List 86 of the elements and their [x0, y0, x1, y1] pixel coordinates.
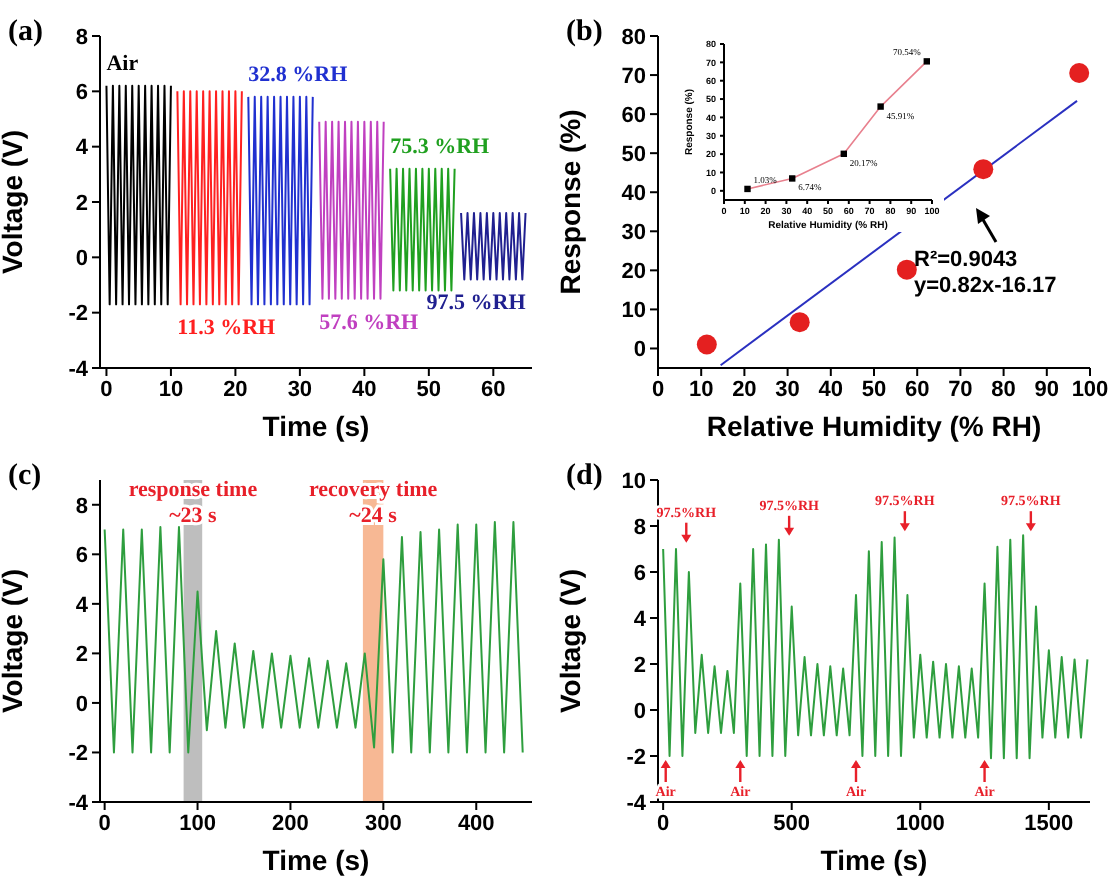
- y-tick-label: 2: [633, 653, 646, 678]
- y-tick-label: -2: [626, 745, 646, 770]
- x-tick-label: 500: [773, 811, 811, 836]
- x-tick-label: 20: [223, 377, 248, 402]
- series-label: 11.3 %RH: [177, 316, 277, 341]
- y-tick-label: 50: [621, 142, 646, 167]
- point: [877, 103, 884, 110]
- y-tick-label: 2: [75, 191, 88, 216]
- series-label: 75.3 %RH: [390, 134, 491, 159]
- y-tick-label: -2: [68, 302, 88, 327]
- y-tick-label: 0: [75, 692, 88, 717]
- y-tick-label: 6: [75, 81, 88, 106]
- x-tick-label: 0: [100, 377, 113, 402]
- x-tick-label: 50: [416, 377, 442, 402]
- x-tick-label: 0: [98, 811, 111, 836]
- x-tick-label: 0: [651, 377, 665, 402]
- y-tick-label: 8: [75, 25, 88, 50]
- point: [789, 312, 810, 333]
- x-tick-label: 20: [732, 377, 757, 402]
- series-label: 57.6 %RH: [319, 310, 420, 335]
- y-axis-title: Voltage (V): [0, 568, 28, 714]
- point: [696, 334, 717, 355]
- chart-title: (c): [8, 460, 42, 494]
- x-tick-label: 0: [657, 811, 670, 836]
- series-label: 97.5 %RH: [426, 291, 527, 316]
- chart-title: (b): [566, 16, 603, 50]
- annotation: y=0.82x-16.17: [914, 274, 1057, 298]
- x-tick-label: 10: [158, 377, 184, 402]
- y-tick-label: 80: [621, 25, 646, 50]
- point: [744, 185, 751, 193]
- point: [896, 259, 917, 280]
- x-tick-label: 90: [1034, 377, 1060, 402]
- chart-title: (d): [566, 460, 603, 494]
- x-tick-label: 40: [352, 377, 377, 402]
- x-tick-label: 80: [991, 377, 1016, 402]
- x-tick-label: 300: [365, 811, 402, 836]
- x-axis-title: Relative Humidity (% RH): [706, 410, 1042, 442]
- x-tick-label: 60: [481, 377, 506, 402]
- x-tick-label: 1500: [1024, 811, 1074, 836]
- y-tick-label: -2: [68, 742, 88, 767]
- x-tick-label: 100: [179, 811, 216, 836]
- y-axis-title: Voltage (V): [0, 129, 28, 275]
- series-label: Air: [106, 51, 139, 76]
- line-series: [103, 521, 524, 754]
- y-tick-label: 0: [75, 247, 88, 272]
- x-tick-label: 30: [287, 377, 313, 402]
- x-tick-label: 30: [775, 377, 800, 402]
- x-axis-title: Time (s): [262, 844, 370, 876]
- y-tick-label: 10: [621, 469, 646, 494]
- y-tick-label: 6: [75, 544, 88, 569]
- x-tick-label: 1000: [895, 811, 945, 836]
- x-tick-label: 400: [457, 811, 495, 836]
- point: [789, 175, 796, 182]
- x-tick-label: 200: [272, 811, 309, 836]
- y-tick-label: 4: [633, 607, 648, 632]
- y-tick-label: -4: [68, 791, 90, 816]
- x-axis-title: Time (s): [820, 844, 928, 876]
- chart-title: (a): [8, 16, 43, 50]
- x-tick-label: 70: [948, 377, 973, 402]
- annotation: R²=0.9043: [914, 248, 1018, 272]
- y-tick-label: 8: [633, 515, 646, 540]
- point: [973, 159, 994, 180]
- x-tick-label: 100: [1071, 377, 1109, 402]
- y-tick-label: 6: [633, 561, 646, 586]
- point: [923, 58, 930, 65]
- y-tick-label: 8: [75, 494, 88, 519]
- y-tick-label: 20: [621, 260, 646, 285]
- x-tick-label: 40: [818, 377, 844, 402]
- y-tick-label: 60: [621, 103, 646, 128]
- y-tick-label: 0: [633, 338, 646, 363]
- point: [1069, 62, 1090, 83]
- y-tick-label: 4: [75, 136, 90, 161]
- y-tick-label: 4: [75, 593, 90, 618]
- y-tick-label: 70: [621, 64, 646, 89]
- y-axis-title: Voltage (V): [553, 568, 586, 714]
- band-label: response time ~23 s: [128, 478, 258, 528]
- y-tick-label: 2: [75, 643, 88, 668]
- y-tick-label: -4: [68, 357, 90, 382]
- y-tick-label: 0: [633, 699, 646, 724]
- y-tick-label: 10: [621, 299, 646, 324]
- y-axis-title: Response (%): [553, 109, 586, 295]
- x-tick-label: 60: [904, 377, 930, 402]
- x-axis-title: Time (s): [262, 410, 370, 442]
- series-label: 32.8 %RH: [248, 62, 349, 87]
- x-tick-label: 50: [861, 377, 887, 402]
- y-tick-label: -4: [626, 791, 648, 816]
